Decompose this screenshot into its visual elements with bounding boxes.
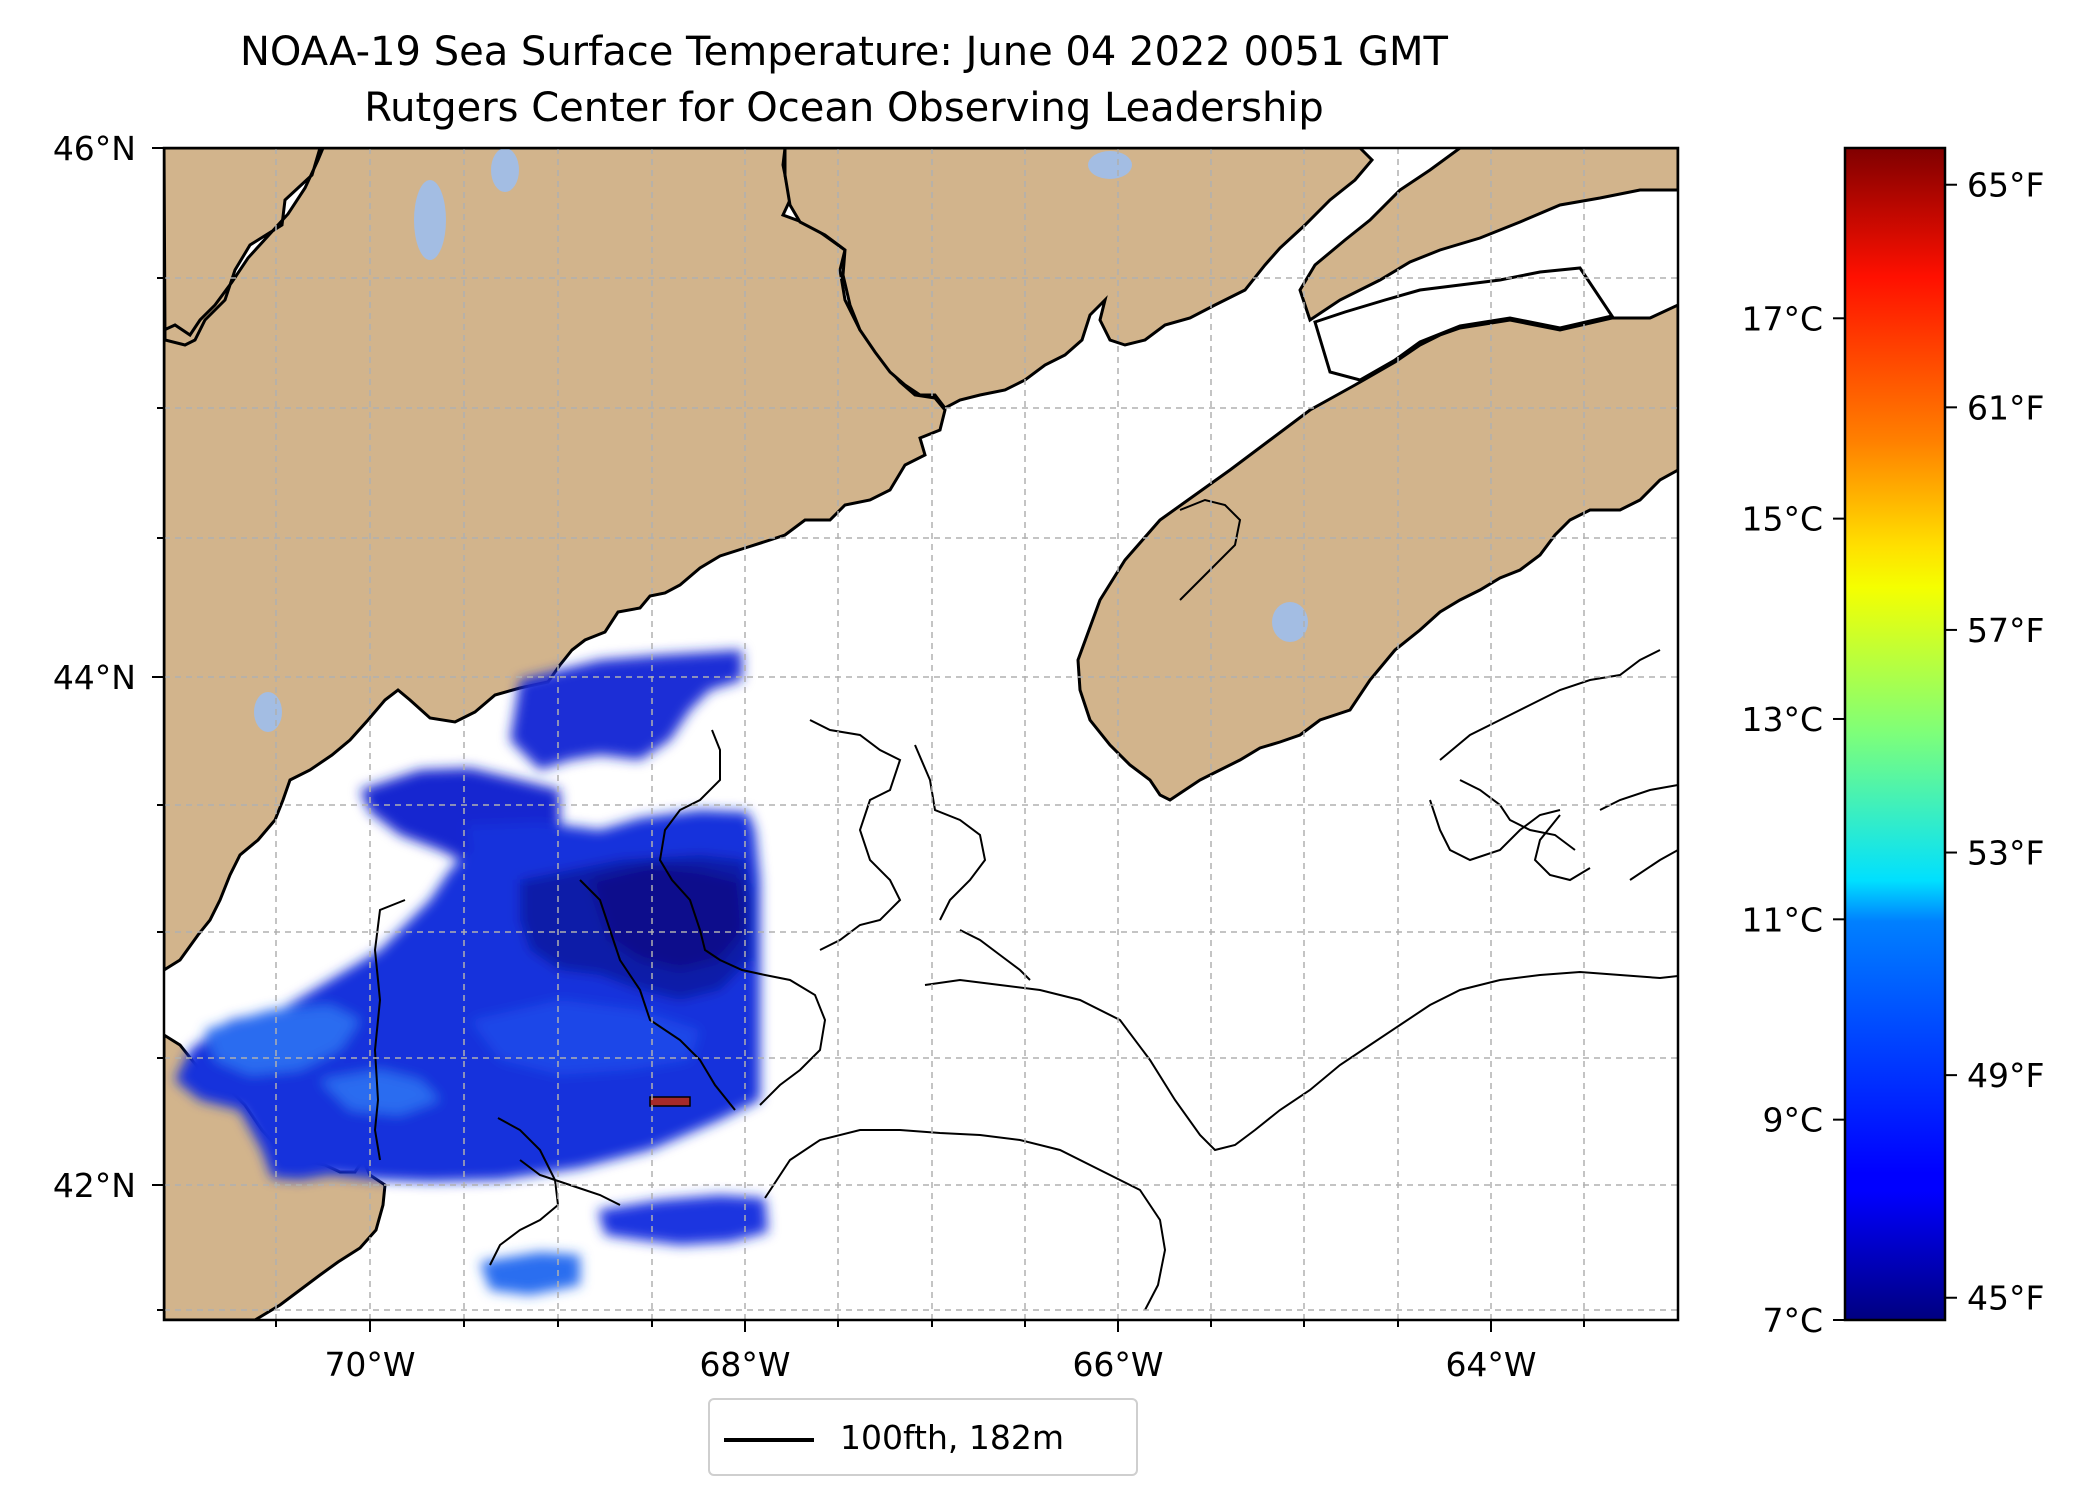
lake (1272, 602, 1308, 642)
gridlines (164, 148, 1678, 1320)
colorbar-celsius-label: 9°C (1762, 1101, 1823, 1140)
colorbar-celsius-label: 17°C (1741, 299, 1823, 338)
lat-tick-label: 42°N (53, 1166, 136, 1205)
legend-label: 100fth, 182m (840, 1418, 1064, 1457)
legend-line-swatch (724, 1438, 814, 1442)
colorbar-fahrenheit-label: 45°F (1967, 1279, 2044, 1318)
land-nova-scotia (1076, 303, 1678, 802)
land-ns-north (1298, 148, 1678, 323)
axis-ticks (152, 147, 1585, 1332)
lake (414, 180, 446, 260)
lat-tick-label: 44°N (53, 658, 136, 697)
map-subtitle: Rutgers Center for Ocean Observing Leade… (364, 85, 1324, 131)
sst-swath (175, 650, 768, 1295)
map-panel (164, 148, 1678, 1320)
colorbar-fahrenheit-label: 65°F (1967, 166, 2044, 205)
colorbar-celsius-label: 11°C (1741, 900, 1823, 939)
lon-tick-label: 64°W (1445, 1345, 1536, 1384)
lat-tick-label: 46°N (53, 129, 136, 168)
colorbar-fahrenheit-label: 61°F (1967, 388, 2044, 427)
legend: 100fth, 182m (708, 1398, 1138, 1476)
land-pei (1313, 266, 1615, 382)
colorbar-fahrenheit-label: 57°F (1967, 611, 2044, 650)
map-frame (162, 146, 1680, 1322)
lake (1088, 151, 1132, 179)
colorbar-celsius-label: 7°C (1762, 1301, 1823, 1340)
bathymetry-contour (373, 498, 1678, 1311)
colorbar-fahrenheit-label: 53°F (1967, 834, 2044, 873)
colorbar-celsius-label: 13°C (1741, 700, 1823, 739)
lon-tick-label: 68°W (699, 1345, 790, 1384)
colorbar (1843, 146, 1947, 1322)
lake (491, 148, 519, 192)
lake (254, 692, 282, 732)
sst-hot-pixel (649, 1096, 691, 1107)
lon-tick-label: 66°W (1072, 1345, 1163, 1384)
lon-tick-label: 70°W (324, 1345, 415, 1384)
colorbar-fahrenheit-label: 49°F (1967, 1056, 2044, 1095)
colorbar-ticks: 17°C 15°C 13°C 11°C 9°C 7°C 65°F 61°F 57°F 53°F 49… (1741, 166, 2044, 1340)
map-title: NOAA-19 Sea Surface Temperature: June 04… (239, 29, 1448, 75)
colorbar-celsius-label: 15°C (1741, 500, 1823, 539)
